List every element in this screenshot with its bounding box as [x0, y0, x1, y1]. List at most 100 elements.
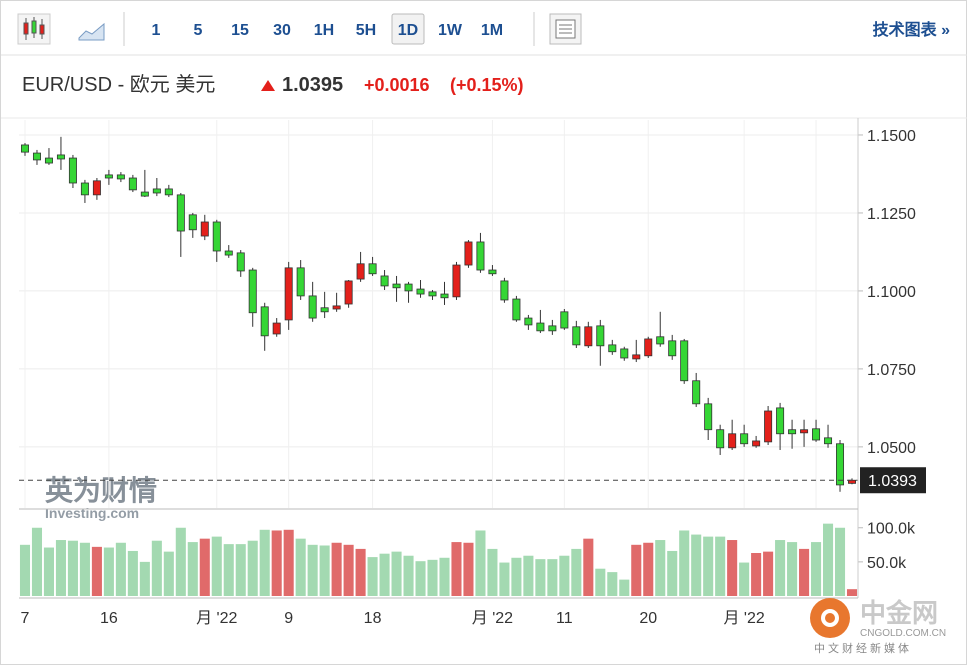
volume-bar: [283, 529, 294, 596]
candle-body: [548, 325, 557, 332]
volume-bar: [307, 544, 318, 596]
interval-button[interactable]: 5H: [356, 22, 376, 39]
candle-body: [476, 241, 485, 271]
watermark-site: Investing.com: [45, 505, 139, 521]
candle-body: [584, 326, 593, 347]
logo-tagline: 中文财经新媒体: [814, 641, 912, 655]
logo-url: CNGOLD.COM.CN: [860, 628, 946, 639]
volume-bar: [271, 530, 282, 596]
x-tick-label: 11: [556, 610, 573, 627]
volume-bar: [511, 557, 522, 596]
candle-body: [632, 354, 641, 360]
volume-bar: [31, 527, 43, 596]
candle-body: [668, 340, 677, 357]
settings-icon[interactable]: [549, 13, 582, 45]
volume-bar: [523, 555, 534, 596]
volume-bar: [607, 572, 618, 596]
candle-body: [116, 174, 125, 180]
candle-body: [20, 144, 29, 153]
last-price: 1.0395: [282, 74, 343, 96]
volume-bar: [43, 547, 54, 596]
volume-bar: [583, 538, 594, 596]
volume-bar: [463, 542, 474, 596]
candle-body: [344, 280, 353, 305]
volume-bar: [739, 562, 750, 596]
interval-button[interactable]: 30: [273, 22, 291, 39]
interval-button[interactable]: 15: [231, 22, 249, 39]
candle-body: [680, 340, 689, 382]
volume-bar: [67, 540, 78, 596]
volume-bar: [223, 544, 234, 596]
candle-body: [704, 403, 713, 431]
interval-button[interactable]: 1W: [438, 22, 463, 39]
candle-body: [332, 305, 341, 310]
x-tick-label: 月 '22: [723, 610, 764, 627]
volume-bar: [715, 536, 726, 596]
x-tick-label: 20: [639, 610, 657, 627]
candle-body: [692, 380, 701, 405]
x-tick-label: 7: [21, 610, 30, 627]
candle-body: [644, 338, 653, 357]
candle-body: [788, 429, 797, 435]
volume-bar: [331, 542, 342, 596]
y-tick-label: 1.1500: [867, 128, 916, 145]
volume-bar: [547, 559, 558, 596]
candle-body: [608, 344, 617, 353]
candle-body: [560, 311, 569, 329]
volume-bar: [115, 542, 126, 596]
volume-bar: [427, 559, 438, 596]
volume-bar: [619, 579, 630, 596]
candle-body: [248, 269, 257, 314]
candle-body: [440, 293, 449, 299]
volume-bar: [211, 536, 222, 596]
interval-button[interactable]: 1: [152, 22, 161, 39]
volume-bar: [355, 548, 366, 596]
candle-body: [536, 322, 545, 332]
candle-body: [32, 152, 41, 161]
volume-bar: [799, 548, 810, 596]
candle-body: [224, 250, 233, 256]
candle-body: [320, 307, 329, 313]
candle-body: [800, 429, 809, 434]
candle-body: [488, 269, 497, 275]
volume-bar: [451, 542, 462, 596]
volume-bar: [127, 550, 138, 596]
candle-body: [128, 177, 137, 191]
candle-body: [68, 157, 77, 184]
candle-body: [152, 188, 161, 194]
volume-bar: [595, 568, 606, 596]
interval-button[interactable]: 5: [194, 22, 203, 39]
interval-button[interactable]: 1D: [398, 22, 418, 39]
candle-icon[interactable]: [17, 13, 51, 45]
candle-body: [524, 317, 533, 326]
candle-body: [752, 440, 761, 447]
tech-chart-link[interactable]: 技术图表 »: [873, 20, 950, 39]
candle-body: [176, 194, 185, 232]
interval-button[interactable]: 1H: [314, 22, 334, 39]
candle-body: [740, 433, 749, 445]
candle-body: [416, 288, 425, 295]
candle-body: [56, 154, 65, 160]
candle-body: [716, 429, 725, 449]
volume-bar: [187, 542, 198, 596]
candle-body: [656, 336, 665, 345]
candle-body: [620, 348, 629, 359]
candle-body: [824, 437, 833, 445]
candle-body: [188, 214, 197, 231]
volume-bar: [163, 551, 174, 596]
candle-body: [164, 188, 173, 196]
volume-bar: [775, 540, 786, 596]
candle-body: [428, 291, 437, 297]
volume-bar: [703, 536, 714, 596]
volume-bar: [403, 555, 414, 596]
volume-bar: [834, 527, 846, 596]
area-icon[interactable]: [78, 22, 105, 41]
candle-body: [728, 433, 737, 449]
volume-bar: [535, 559, 546, 596]
interval-button[interactable]: 1M: [481, 22, 503, 39]
candle-body: [572, 326, 581, 346]
volume-bar: [487, 548, 498, 596]
last-price-label: 1.0393: [868, 473, 917, 490]
